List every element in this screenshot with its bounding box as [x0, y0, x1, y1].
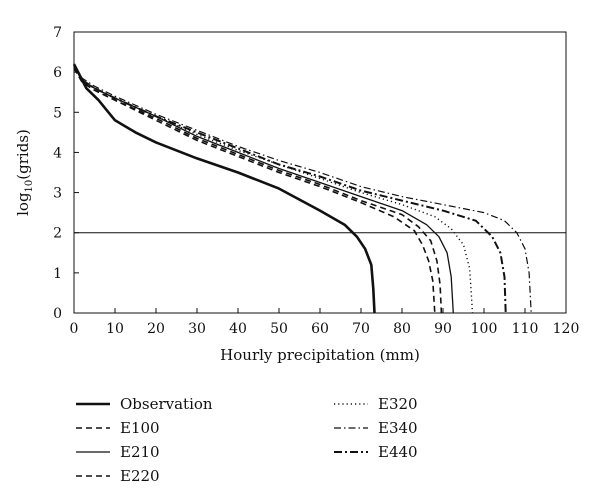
x-tick-label: 120 — [553, 321, 580, 337]
legend-label: E100 — [120, 419, 160, 437]
y-axis-ticks: 0 1 2 3 4 5 6 7 — [53, 25, 79, 322]
x-tick-label: 110 — [512, 321, 539, 337]
plot-area: 0 10 20 30 40 50 60 70 80 90 100 110 120 0 1 2 3 4 5 6 7 — [53, 25, 579, 337]
series-line-e320 — [73, 65, 474, 314]
y-tick-label: 2 — [53, 226, 62, 242]
x-tick-label: 60 — [311, 321, 329, 337]
series-line-e220 — [73, 67, 443, 314]
x-tick-label: 50 — [270, 321, 288, 337]
x-tick-label: 80 — [393, 321, 411, 337]
series-line-e440 — [73, 65, 507, 314]
y-tick-label: 3 — [53, 186, 62, 202]
y-tick-label: 0 — [53, 306, 62, 322]
plot-frame — [73, 31, 567, 314]
legend-label: E340 — [378, 419, 418, 437]
legend-label: E210 — [120, 443, 160, 461]
x-tick-label: 70 — [352, 321, 370, 337]
series-line-observation — [72, 63, 376, 314]
y-axis-title: log10(grids) — [14, 129, 35, 216]
y-axis-title-rest: (grids) — [14, 129, 32, 180]
x-tick-label: 100 — [471, 321, 498, 337]
x-axis-ticks: 0 10 20 30 40 50 60 70 80 90 100 110 120 — [70, 308, 580, 337]
y-axis-title-base: log — [14, 192, 32, 216]
series-line-e210 — [73, 65, 454, 314]
x-tick-label: 90 — [434, 321, 452, 337]
x-tick-label: 30 — [188, 321, 206, 337]
x-tick-label: 10 — [106, 321, 124, 337]
y-tick-label: 6 — [53, 65, 62, 81]
x-axis-title: Hourly precipitation (mm) — [220, 346, 420, 364]
y-tick-label: 5 — [53, 105, 62, 121]
series-layer — [72, 63, 532, 314]
legend-label: E220 — [120, 467, 160, 485]
y-tick-label: 1 — [53, 266, 62, 282]
y-axis-title-subscript: 10 — [24, 180, 35, 193]
legend-label: E320 — [378, 395, 418, 413]
legend-label: E440 — [378, 443, 418, 461]
legend: Observation E100 E210 E220 E320 E340 E440 — [76, 395, 418, 485]
x-tick-label: 20 — [147, 321, 165, 337]
series-line-e340 — [73, 63, 532, 314]
y-tick-label: 7 — [53, 25, 62, 41]
x-tick-label: 40 — [229, 321, 247, 337]
legend-label: Observation — [120, 395, 213, 413]
x-tick-label: 0 — [70, 321, 79, 337]
y-tick-label: 4 — [53, 145, 62, 161]
